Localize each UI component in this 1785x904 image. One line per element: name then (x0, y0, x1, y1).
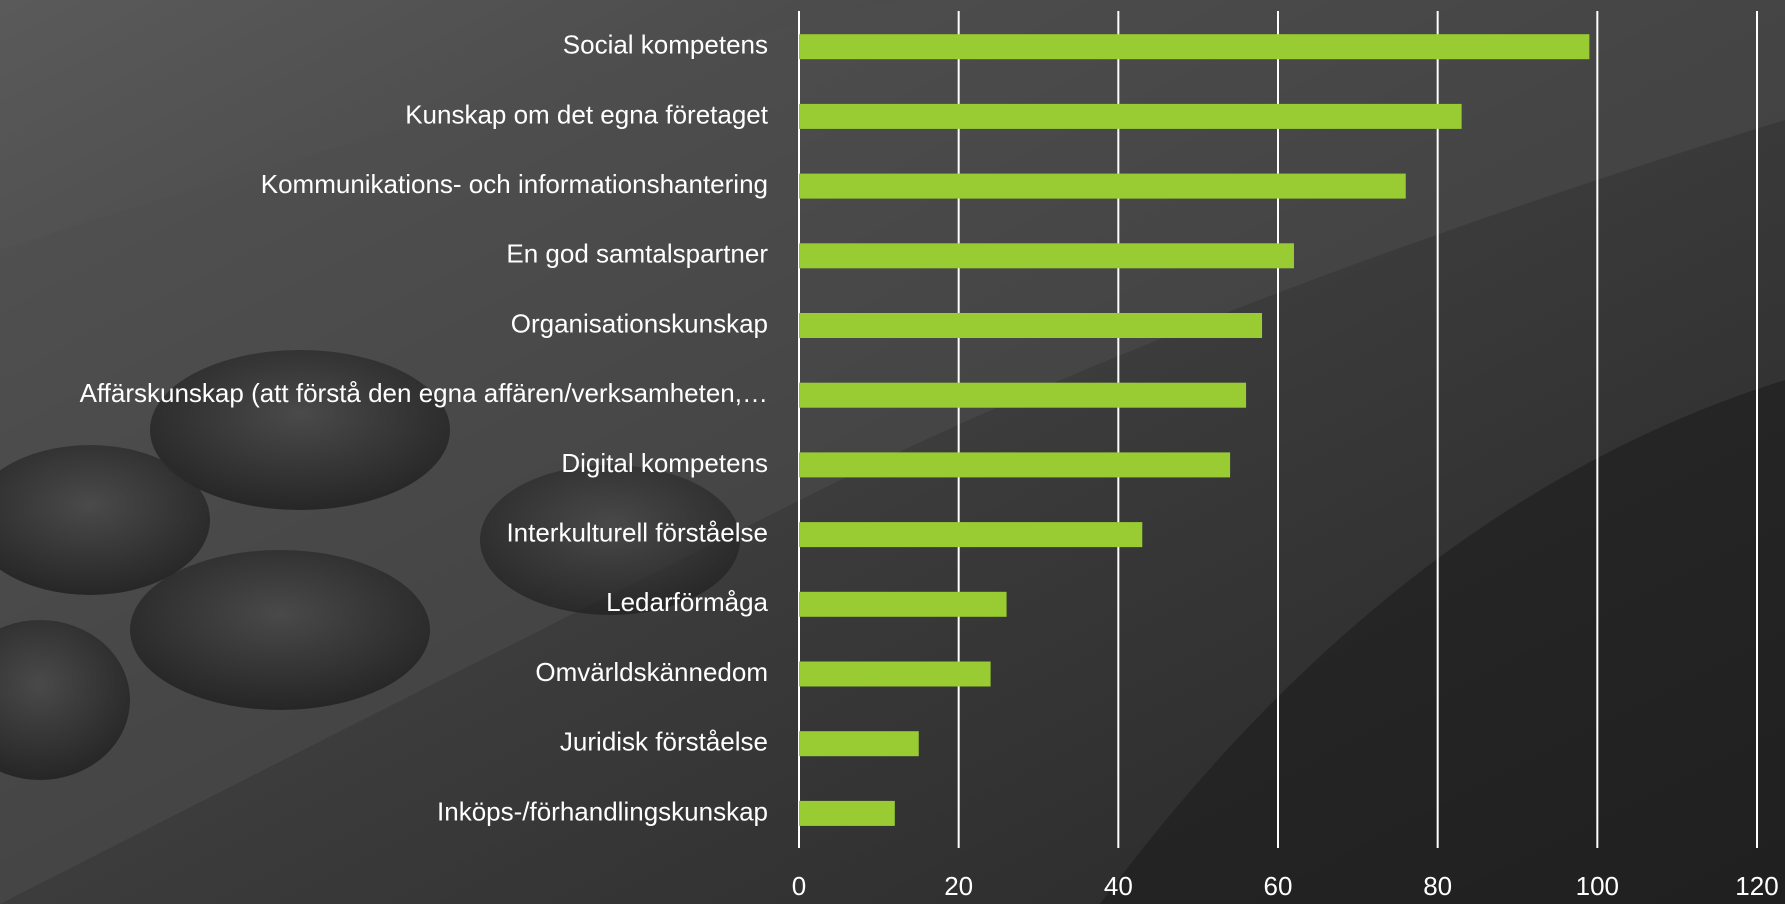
y-tick-label: Juridisk förståelse (560, 727, 768, 757)
background-key (130, 550, 430, 710)
x-tick-label: 0 (792, 871, 806, 901)
bar (799, 103, 1462, 129)
y-tick-label: Kunskap om det egna företaget (405, 99, 769, 129)
y-tick-label: Digital kompetens (561, 448, 768, 478)
y-tick-label: Affärskunskap (att förstå den egna affär… (80, 378, 768, 408)
bar (799, 591, 1007, 617)
y-tick-label: Ledarförmåga (606, 587, 768, 617)
y-tick-label: Kommunikations- och informationshanterin… (261, 169, 768, 199)
y-tick-label: Inköps-/förhandlingskunskap (437, 796, 768, 826)
x-tick-label: 120 (1735, 871, 1778, 901)
background-key (150, 350, 450, 510)
bar (799, 661, 991, 687)
background-shape (1100, 380, 1785, 904)
x-tick-label: 80 (1423, 871, 1452, 901)
bar (799, 313, 1263, 338)
x-tick-label: 40 (1104, 871, 1133, 901)
bar (799, 452, 1231, 478)
bar (799, 173, 1406, 199)
y-tick-label: Omvärldskännedom (535, 657, 768, 687)
background-key (0, 445, 210, 595)
background-key (0, 620, 130, 780)
background-key (480, 465, 740, 615)
y-tick-label: Interkulturell förståelse (506, 517, 768, 547)
bar (799, 243, 1294, 269)
bar (799, 522, 1143, 548)
x-tick-label: 20 (944, 871, 973, 901)
bar (799, 34, 1590, 60)
y-tick-label: En god samtalspartner (506, 239, 768, 269)
bar (799, 382, 1247, 408)
x-tick-label: 60 (1264, 871, 1293, 901)
y-tick-label: Organisationskunskap (511, 308, 768, 338)
y-tick-label: Social kompetens (563, 30, 768, 60)
bar (799, 731, 919, 757)
x-tick-label: 100 (1576, 871, 1619, 901)
bar (799, 800, 895, 826)
